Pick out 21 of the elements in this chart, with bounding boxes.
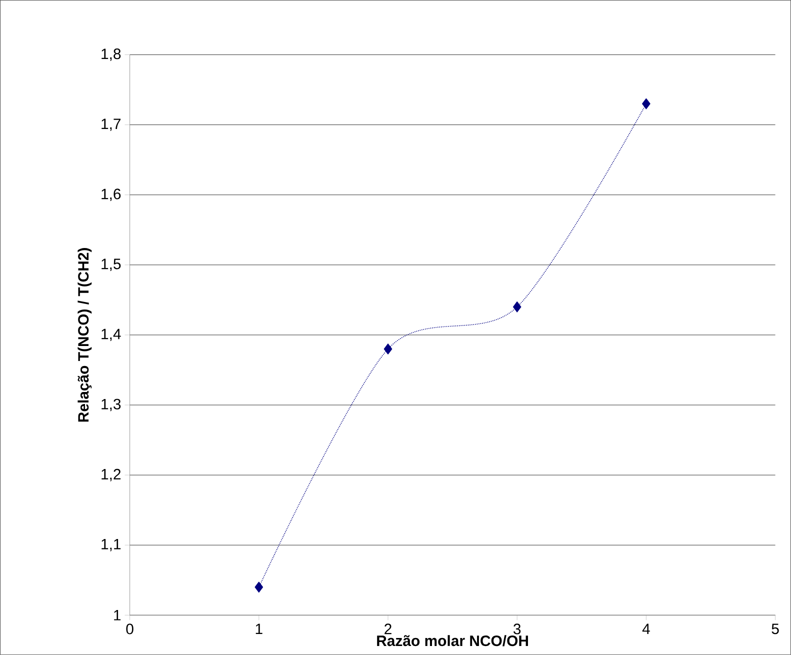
- point: [642, 98, 650, 110]
- point: [254, 582, 264, 593]
- x-tick-label: 5: [772, 624, 779, 634]
- y-tick-label: 1,4: [102, 328, 121, 342]
- y-axis-title: Relação T(NCO) / T(CH2): [78, 248, 92, 422]
- y-tick-label: 1,5: [102, 258, 121, 272]
- y-tick-label: 1,1: [102, 539, 121, 552]
- y-tick-label: 1: [114, 610, 121, 620]
- point: [512, 302, 522, 312]
- y-tick-label: 1,7: [102, 118, 121, 131]
- y-tick-label: 1,3: [102, 398, 121, 412]
- x-tick-label: 2: [384, 624, 392, 634]
- y-tick-label: 1,6: [102, 188, 121, 202]
- x-tick-label: 0: [126, 624, 134, 634]
- point: [384, 344, 392, 354]
- x-axis-title: Razão molar NCO/OH: [377, 635, 528, 646]
- x-tick-label: 1: [256, 624, 262, 634]
- x-tick-label: 3: [514, 624, 521, 634]
- y-tick-label: 1,8: [102, 48, 121, 61]
- y-tick-label: 1,2: [102, 468, 121, 482]
- x-tick-label: 4: [642, 624, 650, 634]
